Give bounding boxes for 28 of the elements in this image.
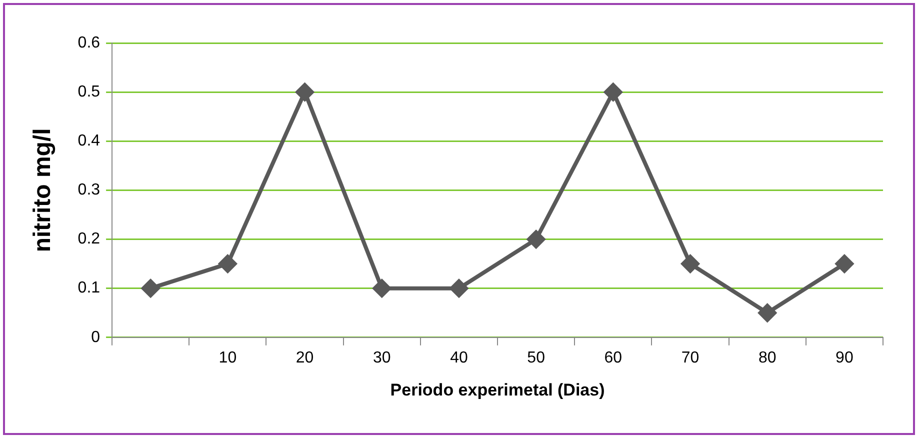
point: [527, 230, 546, 248]
y-tick-label: 0.4: [78, 132, 100, 150]
point: [835, 254, 854, 273]
y-tick-label: 0.3: [78, 182, 100, 199]
y-axis-title: nitrito mg/l: [29, 128, 56, 252]
y-tick-label: 0.6: [78, 34, 100, 52]
x-tick-label: 20: [296, 349, 314, 366]
x-tick-label: 40: [450, 349, 468, 366]
x-tick-label: 60: [604, 349, 622, 366]
point: [372, 279, 391, 298]
point: [604, 83, 622, 102]
x-tick-label: 30: [372, 349, 391, 366]
x-axis-title: Periodo experimetal (Dias): [390, 380, 605, 400]
x-tick-label: 50: [527, 349, 546, 366]
point: [450, 279, 468, 298]
point: [681, 254, 700, 273]
point: [218, 254, 237, 273]
x-tick-label: 10: [218, 349, 237, 366]
point: [758, 304, 776, 322]
y-tick-label: 0.1: [78, 280, 100, 297]
x-tick-label: 80: [758, 349, 776, 366]
y-tick-label: 0.5: [78, 83, 100, 100]
y-tick-label: 0: [91, 328, 100, 346]
point: [142, 279, 160, 298]
y-tick-label: 0.2: [78, 230, 100, 248]
point: [296, 83, 314, 102]
x-tick-label: 70: [681, 349, 700, 366]
x-tick-label: 90: [836, 349, 854, 366]
